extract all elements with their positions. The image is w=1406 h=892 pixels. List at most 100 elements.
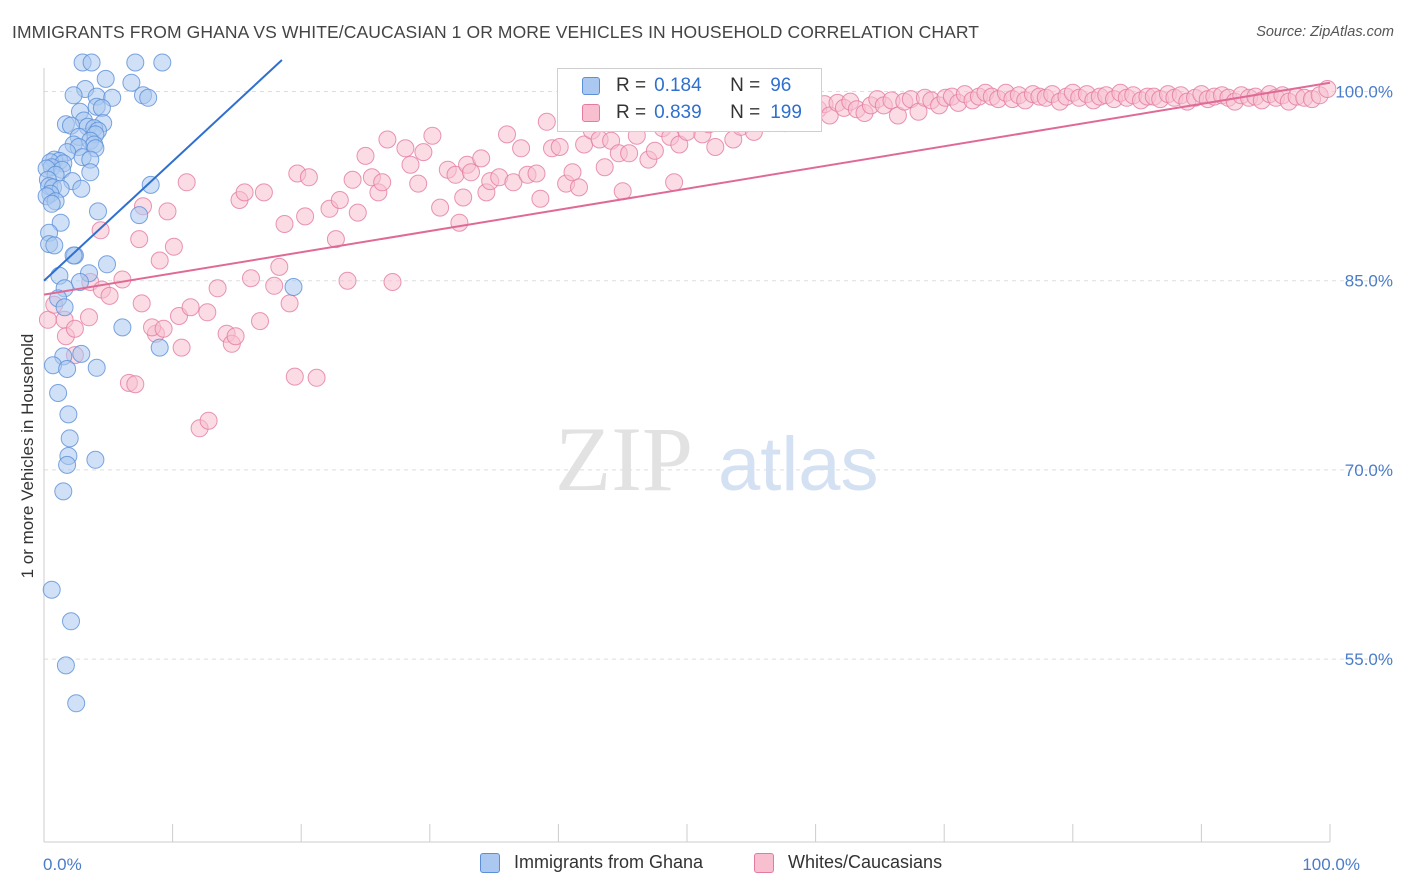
legend-n-label: N = [730, 75, 761, 96]
data-point-whites [378, 130, 397, 149]
data-point-whites [285, 367, 304, 386]
data-point-whites [150, 251, 169, 270]
data-point-ghana [56, 656, 75, 675]
data-point-whites [531, 189, 550, 208]
data-point-whites [198, 303, 217, 322]
data-point-whites [91, 221, 110, 240]
y-tick-label: 85.0% [1345, 272, 1393, 291]
data-point-whites [383, 273, 402, 291]
data-point-whites [498, 125, 516, 144]
legend-n-value-pink: 199 [770, 102, 802, 123]
data-point-whites [537, 112, 556, 131]
trend-line-ghana [43, 59, 283, 282]
data-point-whites [431, 198, 450, 217]
series-legend: Immigrants from Ghana Whites/Caucasians [0, 852, 1406, 876]
data-point-whites [550, 138, 569, 156]
data-point-ghana [87, 358, 106, 377]
data-point-ghana [153, 53, 172, 72]
data-point-whites [172, 338, 191, 357]
data-point-whites [343, 170, 362, 189]
data-point-ghana [98, 255, 116, 274]
data-point-whites [356, 146, 375, 165]
correlation-legend: R = 0.184 N = 96 R = 0.839 N = 199 [557, 68, 822, 132]
data-point-ghana [113, 318, 132, 337]
data-point-whites [348, 203, 367, 222]
data-point-ghana [122, 73, 141, 92]
data-point-whites [80, 308, 98, 327]
legend-item-ghana: Immigrants from Ghana [480, 852, 703, 873]
legend-row-blue: R = 0.184 N = 96 [582, 74, 791, 98]
data-point-whites [132, 294, 151, 313]
data-point-whites [645, 141, 664, 160]
data-point-ghana [62, 612, 80, 631]
data-point-ghana [42, 194, 61, 213]
data-point-whites [226, 327, 245, 346]
data-point-ghana [42, 580, 61, 599]
legend-r-value-pink: 0.839 [654, 102, 702, 123]
legend-n-value-blue: 96 [770, 75, 792, 96]
legend-row-pink: R = 0.839 N = 199 [582, 101, 802, 125]
data-point-whites [414, 143, 433, 162]
x-tick-label: 0.0% [43, 855, 82, 874]
data-point-ghana [54, 482, 73, 501]
data-point-ghana [64, 86, 83, 105]
data-point-whites [254, 183, 273, 202]
y-tick-label: 70.0% [1345, 461, 1393, 480]
legend-r-value-blue: 0.184 [654, 75, 702, 96]
data-point-ghana [60, 429, 79, 448]
data-point-whites [307, 368, 326, 387]
data-point-whites [330, 191, 349, 209]
data-point-ghana [139, 88, 158, 107]
data-point-whites [235, 183, 254, 202]
legend-r-label: R = [616, 75, 647, 96]
data-point-whites [326, 230, 345, 249]
data-point-whites [401, 155, 420, 174]
data-point-ghana [96, 69, 115, 88]
data-point-whites [450, 213, 469, 232]
data-point-whites [423, 126, 442, 145]
legend-swatch-ghana [480, 852, 500, 873]
data-point-ghana [58, 360, 77, 378]
data-point-whites [373, 173, 392, 192]
legend-item-whites: Whites/Caucasians [754, 852, 942, 873]
data-point-ghana [55, 298, 74, 317]
legend-swatch-blue [582, 77, 600, 95]
pink-series-points [38, 80, 1337, 438]
grid-lines [44, 91, 1386, 660]
trend-line-whites [43, 81, 1331, 296]
data-point-ghana [59, 405, 78, 424]
data-point-whites [113, 270, 132, 289]
data-point-whites [199, 411, 218, 430]
data-point-ghana [64, 246, 83, 265]
data-point-whites [208, 279, 227, 298]
data-point-whites [338, 271, 357, 290]
legend-r-label: R = [616, 102, 647, 123]
data-point-whites [396, 139, 415, 158]
data-point-ghana [49, 384, 68, 402]
tick-labels: 100.0% 85.0% 70.0% 55.0% 0.0% 100.0% [43, 83, 1393, 874]
data-point-whites [164, 237, 183, 256]
data-point-whites [512, 139, 531, 158]
data-point-whites [265, 276, 284, 295]
data-point-ghana [71, 273, 89, 291]
data-point-ghana [141, 175, 160, 194]
data-point-whites [181, 298, 200, 317]
data-point-ghana [126, 53, 145, 72]
data-point-whites [665, 173, 684, 192]
data-point-whites [620, 144, 639, 163]
data-point-ghana [51, 213, 70, 232]
data-point-whites [270, 257, 289, 276]
chart-title: IMMIGRANTS FROM GHANA VS WHITE/CAUCASIAN… [12, 22, 980, 42]
data-point-whites [275, 215, 294, 233]
data-point-whites [130, 230, 149, 249]
data-point-whites [296, 207, 315, 226]
data-point-ghana [58, 455, 77, 474]
data-point-whites [299, 168, 318, 187]
data-point-ghana [130, 206, 149, 225]
source-credit: Source: ZipAtlas.com [1256, 24, 1394, 40]
data-point-whites [462, 163, 480, 182]
x-tick-label: 100.0% [1302, 855, 1360, 874]
data-point-whites [706, 138, 725, 156]
data-point-whites [570, 178, 588, 197]
